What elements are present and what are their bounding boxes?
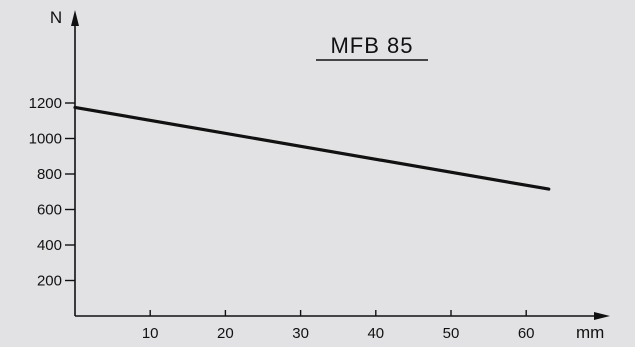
x-tick-label: 20	[217, 325, 234, 342]
y-tick-label: 800	[37, 166, 62, 183]
x-tick-label: 50	[443, 325, 460, 342]
y-tick-label: 600	[37, 202, 62, 219]
y-tick-label: 1000	[29, 131, 62, 148]
x-axis-unit-label: mm	[576, 323, 604, 342]
series	[73, 105, 551, 191]
x-ticks: 10 20 30 40 50 60	[142, 310, 535, 342]
chart-title: MFB 85	[330, 33, 413, 58]
x-tick-label: 10	[142, 325, 159, 342]
y-tick-label: 200	[37, 273, 62, 290]
x-tick-label: 40	[367, 325, 384, 342]
y-axis-unit-label: N	[50, 8, 62, 27]
y-ticks: 200 400 600 800 1000 1200	[29, 95, 75, 290]
y-tick-label: 1200	[29, 95, 62, 112]
axes	[71, 10, 610, 320]
y-tick-label: 400	[37, 237, 62, 254]
x-tick-label: 30	[292, 325, 309, 342]
x-axis-arrow	[594, 312, 610, 320]
x-tick-label: 60	[518, 325, 535, 342]
series-line	[73, 105, 551, 191]
y-axis-arrow	[71, 10, 79, 26]
